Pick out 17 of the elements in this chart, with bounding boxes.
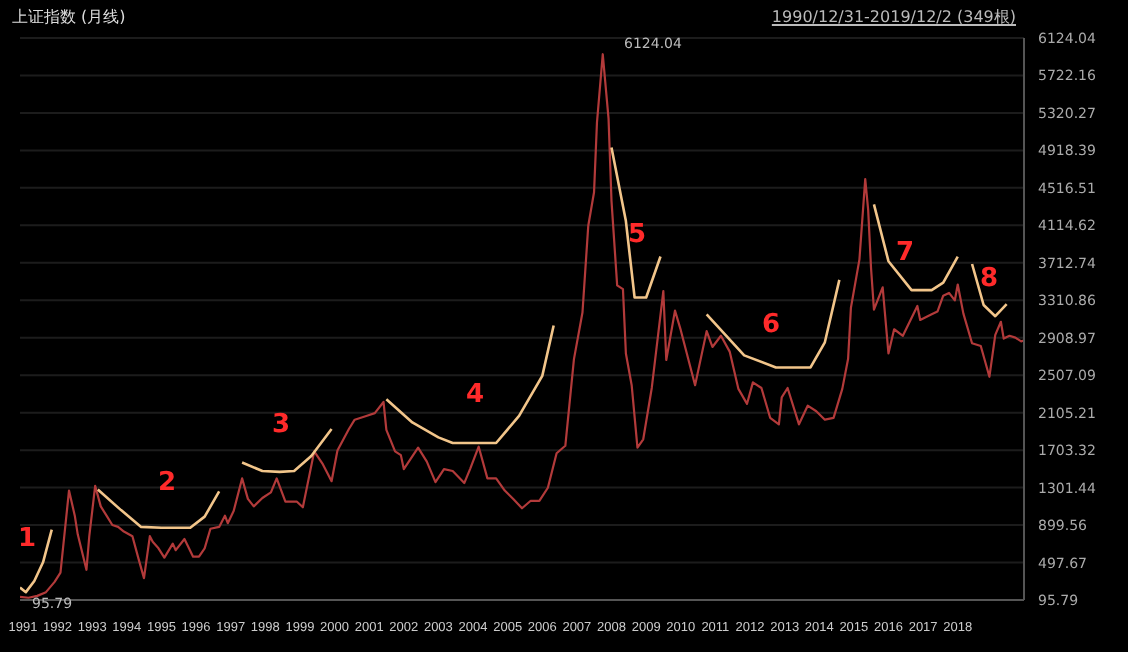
line-series (970, 262, 1008, 318)
annotation: 4 (466, 380, 485, 410)
line-series (385, 324, 555, 445)
annotation: 6 (762, 310, 781, 340)
annotation: 5 (628, 220, 647, 250)
line-series (96, 488, 221, 530)
annotation: 2 (158, 468, 177, 498)
chart-title: 上证指数 (月线) (12, 6, 126, 28)
line-series (20, 528, 54, 594)
annotation: 1 (18, 524, 37, 554)
line-series (610, 146, 662, 299)
annotation: 3 (272, 410, 291, 440)
line-series (705, 278, 841, 369)
chart-subtitle: 1990/12/31-2019/12/2 (349根) (771, 6, 1016, 28)
line-series (872, 203, 960, 292)
annotation: 8 (980, 264, 999, 294)
annotation: 7 (896, 238, 915, 268)
